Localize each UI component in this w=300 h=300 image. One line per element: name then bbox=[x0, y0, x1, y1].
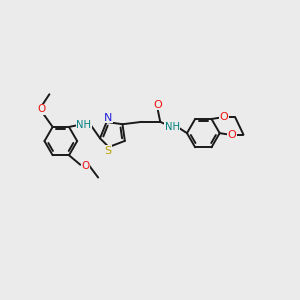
Text: O: O bbox=[220, 112, 228, 122]
Text: O: O bbox=[38, 104, 46, 114]
Text: O: O bbox=[154, 100, 162, 110]
Text: O: O bbox=[81, 160, 89, 171]
Text: S: S bbox=[105, 146, 112, 156]
Text: N: N bbox=[103, 113, 112, 123]
Text: NH: NH bbox=[76, 120, 92, 130]
Text: O: O bbox=[228, 130, 236, 140]
Text: NH: NH bbox=[165, 122, 180, 132]
